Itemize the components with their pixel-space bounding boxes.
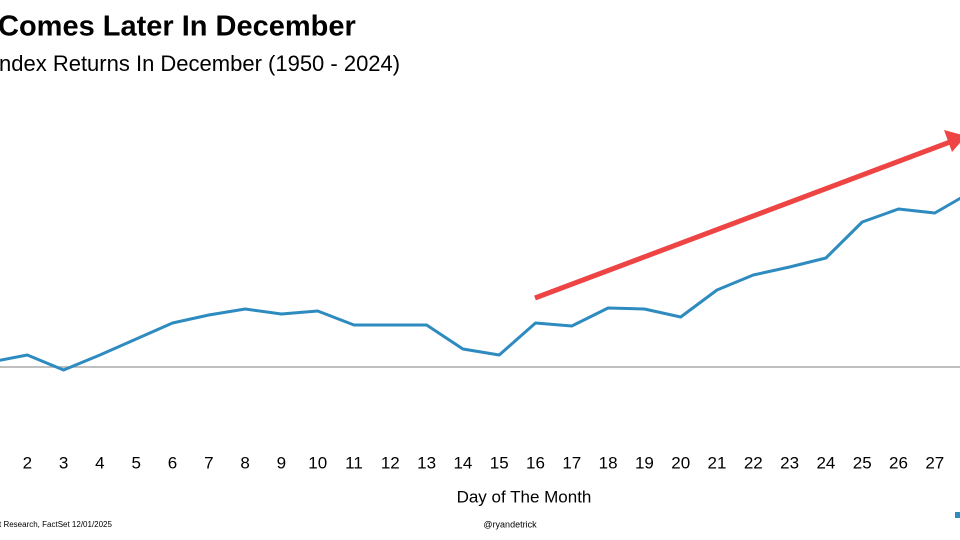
x-tick-label: 10 bbox=[308, 453, 327, 472]
x-tick-label: 22 bbox=[744, 453, 763, 472]
x-axis-label: Day of The Month bbox=[457, 487, 592, 506]
chart-subtitle: ndex Returns In December (1950 - 2024) bbox=[0, 51, 400, 76]
x-tick-label: 19 bbox=[635, 453, 654, 472]
x-tick-label: 2 bbox=[23, 453, 32, 472]
x-tick-label: 15 bbox=[490, 453, 509, 472]
x-tick-label: 7 bbox=[204, 453, 213, 472]
x-tick-label: 5 bbox=[131, 453, 140, 472]
x-tick-label: 27 bbox=[925, 453, 944, 472]
x-tick-label: 13 bbox=[417, 453, 436, 472]
x-tick-label: 14 bbox=[453, 453, 472, 472]
legend-swatch bbox=[955, 512, 960, 518]
x-tick-label: 11 bbox=[345, 453, 363, 472]
x-tick-label: 12 bbox=[381, 453, 400, 472]
x-tick-label: 26 bbox=[889, 453, 908, 472]
x-tick-label: 3 bbox=[59, 453, 68, 472]
x-tick-label: 4 bbox=[95, 453, 104, 472]
x-tick-label: 9 bbox=[277, 453, 286, 472]
x-tick-label: 6 bbox=[168, 453, 177, 472]
x-tick-label: 16 bbox=[526, 453, 545, 472]
x-tick-label: 21 bbox=[708, 453, 727, 472]
x-tick-label: 23 bbox=[780, 453, 799, 472]
trend-arrow bbox=[534, 139, 951, 301]
x-tick-label: 24 bbox=[816, 453, 835, 472]
credit: @ryandetrick bbox=[483, 519, 537, 529]
x-tick-label: 20 bbox=[671, 453, 690, 472]
x-tick-label: 25 bbox=[853, 453, 872, 472]
line-series bbox=[0, 196, 960, 372]
arrow-head bbox=[944, 130, 960, 152]
chart-title: Comes Later In December bbox=[0, 11, 356, 43]
x-tick-label: 8 bbox=[240, 453, 249, 472]
x-tick-label: 18 bbox=[599, 453, 618, 472]
source-note: t Research, FactSet 12/01/2025 bbox=[0, 520, 113, 529]
x-tick-label: 17 bbox=[562, 453, 581, 472]
